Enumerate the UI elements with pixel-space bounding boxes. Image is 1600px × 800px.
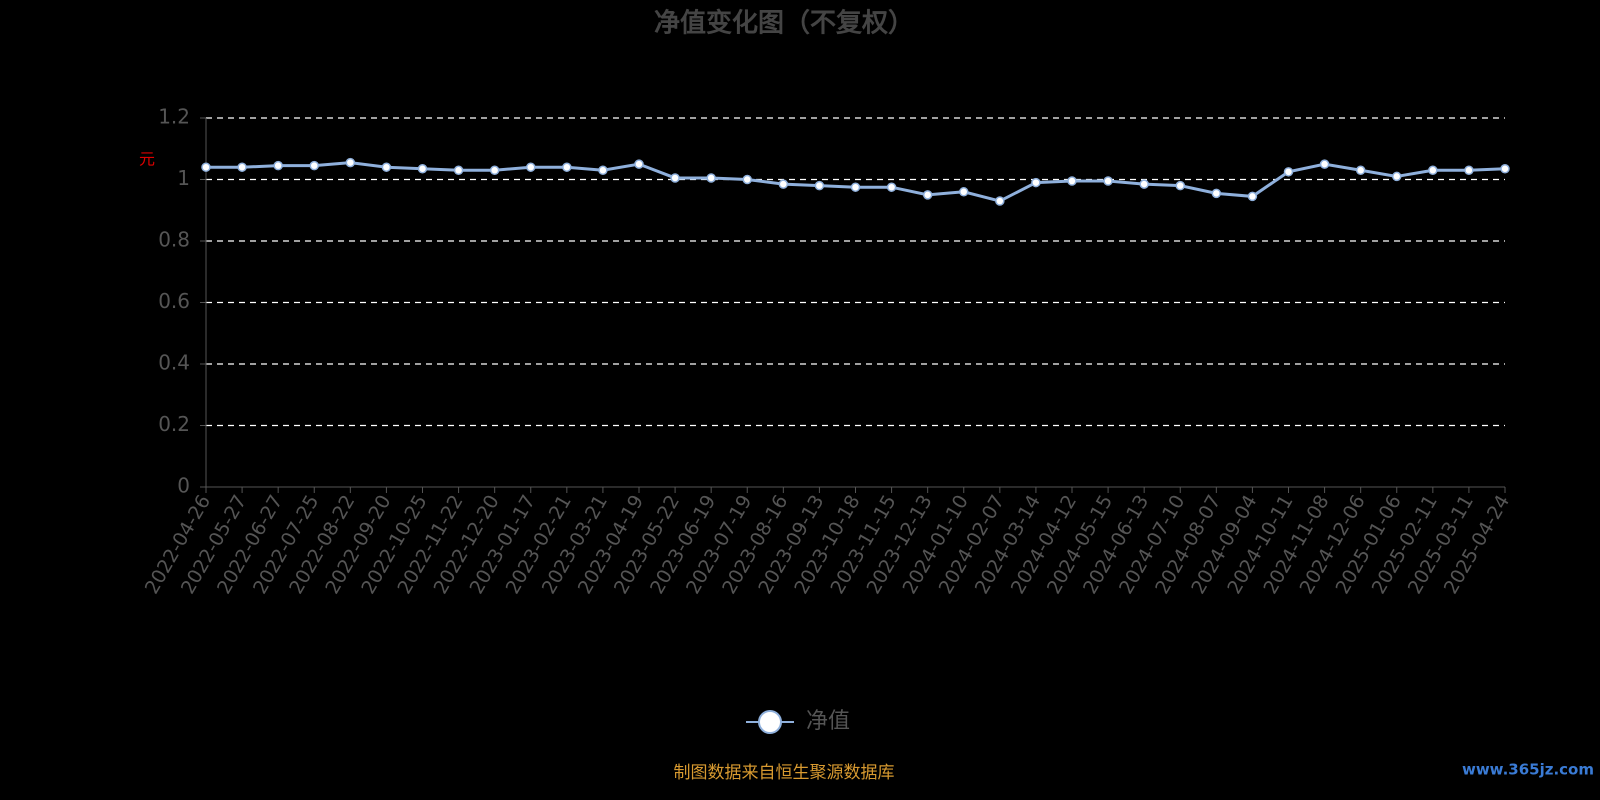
data-point xyxy=(1319,159,1330,169)
data-point xyxy=(670,173,680,183)
data-point xyxy=(1211,188,1222,199)
data-point xyxy=(1067,176,1077,186)
data-point xyxy=(1175,180,1185,191)
data-point xyxy=(562,162,572,172)
y-tick-label: 0.2 xyxy=(158,412,190,436)
y-tick-label: 1.2 xyxy=(158,105,190,129)
data-point xyxy=(1139,179,1149,189)
data-point xyxy=(995,196,1005,206)
data-point xyxy=(1355,165,1366,176)
watermark: www.365jz.com xyxy=(1462,761,1594,779)
data-point xyxy=(778,179,789,189)
data-point xyxy=(886,182,897,192)
data-point xyxy=(489,165,500,176)
data-point xyxy=(922,190,933,200)
legend-marker xyxy=(758,710,782,734)
data-point xyxy=(201,162,211,172)
data-point xyxy=(1031,177,1041,188)
data-point xyxy=(1247,191,1258,202)
data-point xyxy=(634,159,644,169)
data-point xyxy=(1283,167,1294,177)
data-point xyxy=(453,165,464,176)
source-note: 制图数据来自恒生聚源数据库 xyxy=(674,763,895,783)
y-tick-label: 0.8 xyxy=(158,228,190,252)
y-tick-label: 1 xyxy=(177,166,190,190)
data-point xyxy=(1103,176,1113,186)
data-point xyxy=(273,160,283,171)
data-point xyxy=(706,173,716,183)
data-point xyxy=(598,165,608,176)
data-point xyxy=(417,163,428,174)
data-point xyxy=(237,162,247,172)
data-point xyxy=(814,180,825,191)
y-tick-label: 0 xyxy=(177,474,190,498)
y-tick-label: 0.6 xyxy=(158,289,190,313)
data-point xyxy=(309,160,319,171)
data-point xyxy=(1428,165,1438,176)
data-point xyxy=(850,182,861,192)
legend-label: 净值 xyxy=(806,709,850,734)
chart-title: 净值变化图（不复权） xyxy=(654,8,914,39)
data-point xyxy=(381,162,392,172)
data-point xyxy=(1500,163,1510,174)
data-point xyxy=(959,187,969,197)
y-axis-label: 元 xyxy=(139,150,155,169)
data-point xyxy=(1464,165,1474,176)
data-point xyxy=(742,174,752,185)
data-point xyxy=(345,157,356,168)
data-point xyxy=(526,162,536,172)
data-point xyxy=(1392,171,1402,182)
y-tick-label: 0.4 xyxy=(158,351,190,375)
